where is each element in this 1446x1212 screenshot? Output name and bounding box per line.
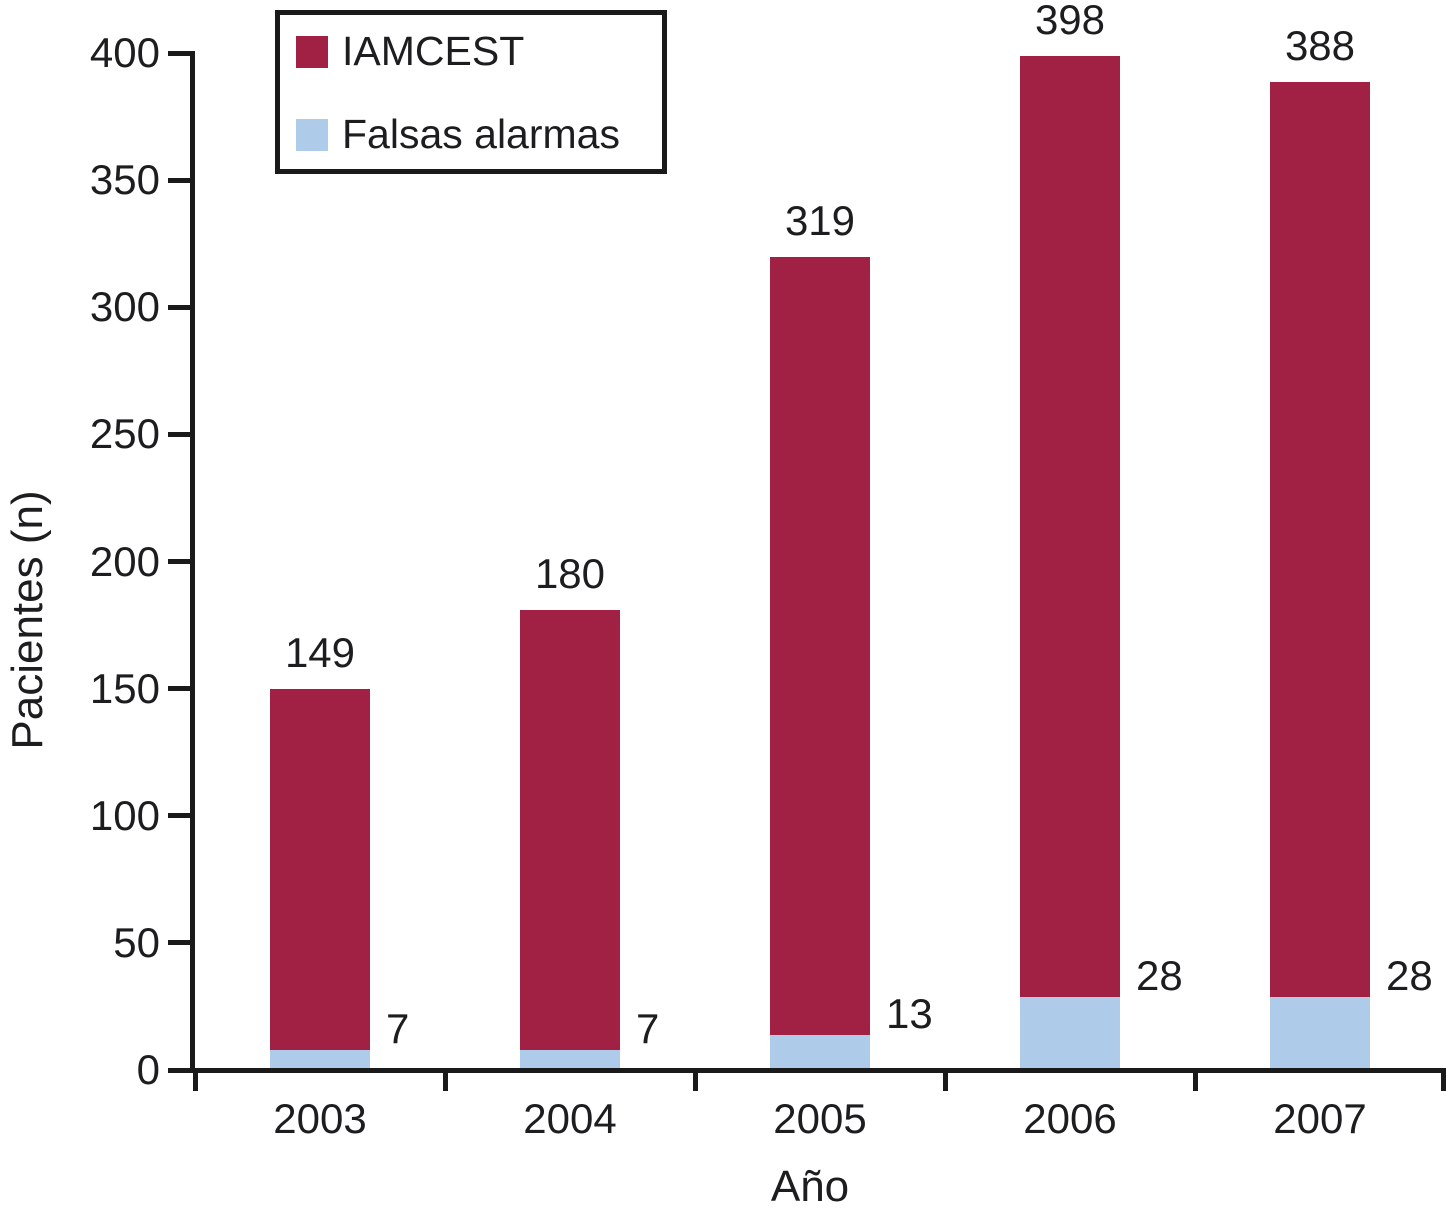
bar-falsas-alarmas-label: 13: [886, 990, 933, 1037]
x-category-label: 2003: [273, 1095, 367, 1142]
bar-2006: [1020, 56, 1120, 1068]
x-category-label: 2005: [773, 1095, 867, 1142]
bar-total-label: 149: [284, 629, 356, 676]
legend: IAMCEST Falsas alarmas: [275, 10, 667, 174]
bar-2007: [1270, 82, 1370, 1068]
bar-segment-iamcest: [520, 610, 620, 1050]
y-tick-label: 250: [89, 410, 160, 458]
y-tick-label: 100: [89, 791, 160, 839]
x-tick: [1192, 1071, 1198, 1091]
bar-falsas-alarmas-label: 28: [1136, 952, 1183, 999]
legend-label-falsas-alarmas: Falsas alarmas: [342, 111, 620, 157]
y-tick: [168, 940, 192, 946]
y-tick-label: 350: [89, 156, 160, 204]
bar-total-label: 388: [1284, 22, 1356, 69]
bar-2004: [520, 610, 620, 1068]
bar-segment-falsas-alarmas: [520, 1050, 620, 1068]
bar-segment-falsas-alarmas: [770, 1035, 870, 1068]
bar-falsas-alarmas-label: 7: [386, 1005, 410, 1052]
bar-segment-falsas-alarmas: [1270, 997, 1370, 1068]
y-tick-label: 0: [136, 1046, 160, 1093]
bar-2003: [270, 689, 370, 1068]
x-tick: [192, 1071, 198, 1091]
y-tick: [168, 686, 192, 692]
y-axis-title: Pacientes (n): [3, 490, 52, 750]
x-category-label: 2004: [523, 1095, 617, 1142]
bar-2005: [770, 257, 870, 1068]
x-tick: [692, 1071, 698, 1091]
bar-total-label: 319: [784, 197, 856, 244]
bar-total-label: 398: [1034, 0, 1106, 43]
y-tick: [168, 431, 192, 437]
bar-falsas-alarmas-label: 28: [1386, 952, 1433, 999]
y-tick-label: 300: [89, 283, 160, 331]
bar-segment-iamcest: [270, 689, 370, 1050]
x-category-label: 2006: [1023, 1095, 1117, 1142]
y-tick: [168, 50, 192, 56]
bar-segment-falsas-alarmas: [270, 1050, 370, 1068]
bar-segment-iamcest: [1270, 82, 1370, 997]
x-axis-title: Año: [770, 1162, 850, 1211]
legend-item-falsas-alarmas: Falsas alarmas: [296, 114, 662, 155]
x-tick: [942, 1071, 948, 1091]
y-tick-label: 400: [89, 29, 160, 76]
bar-segment-falsas-alarmas: [1020, 997, 1120, 1068]
y-tick: [168, 304, 192, 310]
y-tick-label: 150: [89, 664, 160, 712]
x-axis-line: [190, 1068, 1446, 1073]
bar-total-label: 180: [534, 550, 606, 597]
bar-segment-iamcest: [1020, 56, 1120, 997]
legend-swatch-falsas-alarmas: [296, 118, 328, 151]
y-tick: [168, 559, 192, 564]
x-tick: [1440, 1071, 1446, 1091]
x-category-label: 2007: [1273, 1095, 1367, 1142]
y-tick: [168, 813, 192, 819]
bar-falsas-alarmas-label: 7: [636, 1005, 660, 1052]
legend-item-iamcest: IAMCEST: [296, 31, 662, 72]
y-tick: [168, 1067, 192, 1073]
y-axis-line: [190, 51, 195, 1073]
y-tick-label: 50: [113, 918, 160, 966]
legend-label-iamcest: IAMCEST: [342, 28, 525, 74]
y-tick-label: 200: [89, 537, 160, 585]
legend-swatch-iamcest: [296, 35, 328, 68]
y-tick: [168, 177, 192, 183]
x-tick: [442, 1071, 448, 1091]
bar-segment-iamcest: [770, 257, 870, 1035]
